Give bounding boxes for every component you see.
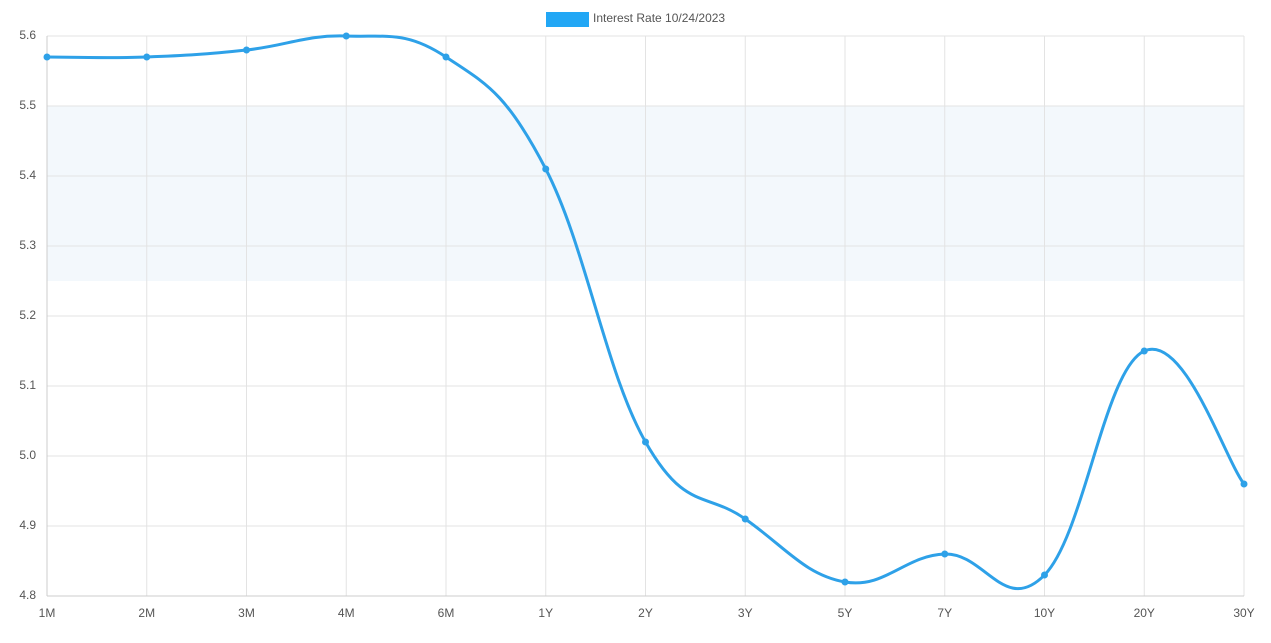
point [542,165,550,173]
point [1041,571,1048,579]
y-tick-label: 4.9 [19,518,36,532]
x-tick-label: 1M [39,606,56,620]
legend-swatch [546,12,589,27]
y-tick-label: 5.4 [19,168,36,182]
x-tick-label: 30Y [1233,606,1254,620]
x-tick-label: 3Y [738,606,753,620]
y-tick-label: 4.8 [19,588,36,602]
x-tick-label: 4M [338,606,355,620]
y-tick-label: 5.5 [19,98,36,112]
x-tick-label: 6M [438,606,455,620]
y-tick-label: 5.6 [19,28,36,42]
y-tick-label: 5.3 [19,238,36,252]
x-tick-label: 5Y [838,606,853,620]
y-tick-label: 5.0 [19,448,36,462]
x-tick-label: 1Y [538,606,553,620]
y-tick-label: 5.2 [19,308,36,322]
x-tick-label: 3M [238,606,255,620]
x-tick-label: 7Y [937,606,952,620]
point [941,550,949,558]
legend-label: Interest Rate 10/24/2023 [593,11,725,25]
x-tick-label: 10Y [1034,606,1055,620]
point [43,53,51,61]
point [442,53,450,61]
point [642,438,649,446]
x-tick-label: 2Y [638,606,653,620]
point [143,53,151,61]
point [1140,347,1148,355]
point [243,46,250,54]
point [342,32,350,40]
line [46,34,1246,591]
point [1240,480,1248,488]
point [741,515,749,523]
y-tick-label: 5.1 [19,378,36,392]
x-tick-label: 2M [138,606,155,620]
point [841,578,849,586]
x-tick-label: 20Y [1134,606,1155,620]
